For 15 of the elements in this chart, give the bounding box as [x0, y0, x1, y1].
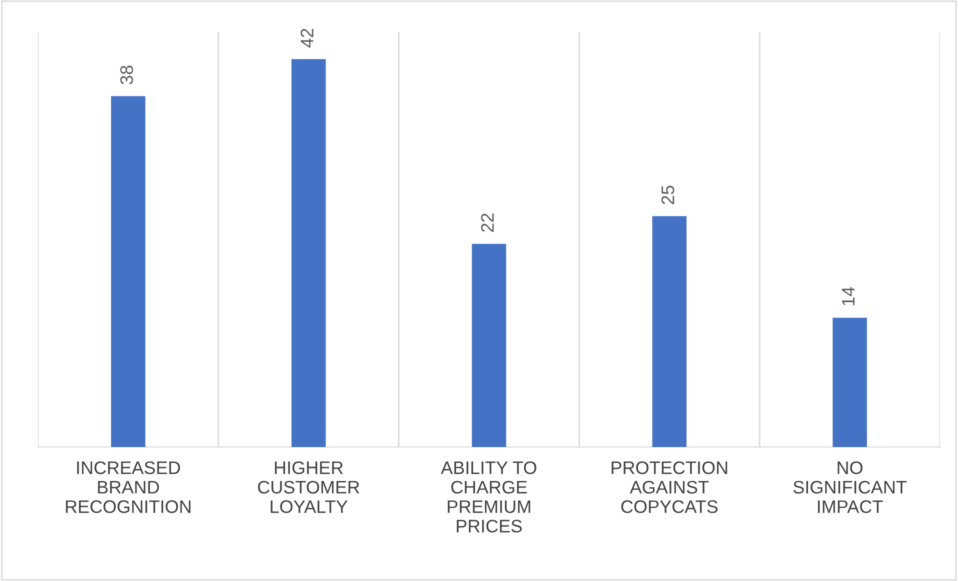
x-tick-label: HIGHER CUSTOMER LOYALTY [258, 461, 360, 514]
data-label: 38 [120, 66, 134, 84]
bar [652, 216, 687, 447]
bar [832, 318, 867, 447]
bar [111, 96, 146, 447]
bar [472, 244, 506, 447]
bar [291, 59, 326, 447]
x-tick-label: INCREASED BRAND RECOGNITION [66, 461, 190, 514]
data-label: 42 [300, 28, 314, 48]
data-label: 14 [842, 287, 854, 306]
x-tick-label: PROTECTION AGAINST COPYCATS [612, 461, 728, 514]
x-tick-label: ABILITY TO CHARGE PREMIUM PRICES [440, 461, 536, 532]
x-tick-label: NO SIGNIFICANT IMPACT [793, 461, 907, 514]
data-label: 22 [481, 214, 494, 232]
data-label: 25 [661, 186, 674, 204]
